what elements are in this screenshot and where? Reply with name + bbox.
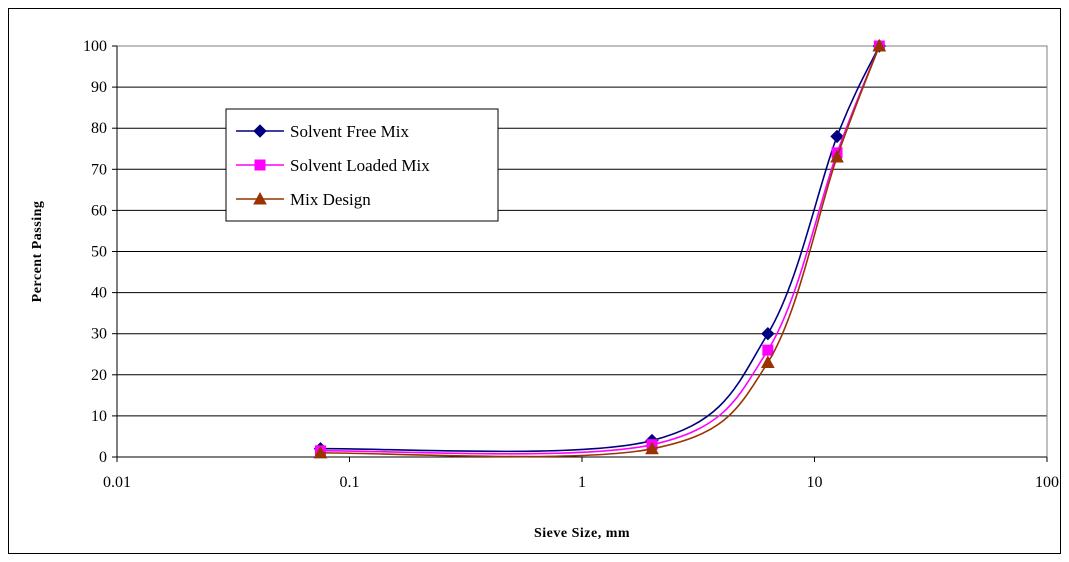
line-chart: 0 10 20 30 40 50 60 70 80 90 100 0.01 0.1 1 10 100 Sie…: [30, 38, 1059, 541]
x-tick-label: 100: [1035, 474, 1059, 491]
y-tick-label: 10: [91, 408, 107, 425]
legend-marker-square: [254, 159, 266, 171]
data-point-triangle: [645, 441, 659, 455]
legend-label: Solvent Free Mix: [290, 122, 409, 141]
y-tick-label: 100: [83, 38, 107, 55]
legend-item: Solvent Loaded Mix: [236, 156, 430, 175]
axes: [112, 45, 1048, 462]
y-tick-label: 40: [91, 285, 107, 302]
legend-marker-diamond: [253, 124, 267, 138]
series-layer: [313, 38, 887, 459]
x-axis-title: Sieve Size, mm: [534, 526, 630, 541]
data-point-triangle: [761, 355, 775, 368]
series-3: [313, 38, 887, 459]
y-tick-label: 70: [91, 161, 107, 178]
y-tick-label: 60: [91, 202, 107, 219]
y-tick-labels: 0 10 20 30 40 50 60 70 80 90 100: [83, 38, 107, 466]
y-tick-label: 0: [99, 449, 107, 466]
legend-label: Mix Design: [290, 190, 371, 209]
data-point-square: [762, 344, 774, 356]
x-tick-label: 0.1: [340, 474, 360, 491]
legend-item: Solvent Free Mix: [236, 122, 409, 141]
y-tick-label: 80: [91, 120, 107, 137]
chart-frame: 0 10 20 30 40 50 60 70 80 90 100 0.01 0.1 1 10 100 Sie…: [8, 8, 1061, 554]
series-line: [320, 45, 881, 453]
legend-label: Solvent Loaded Mix: [290, 156, 430, 175]
data-point-triangle: [872, 38, 887, 52]
series-1: [313, 39, 887, 456]
x-tick-labels: 0.01 0.1 1 10 100: [103, 474, 1059, 491]
y-tick-label: 90: [91, 79, 107, 96]
data-point-triangle: [313, 445, 328, 459]
legend-marker-triangle: [253, 191, 267, 205]
data-point-diamond: [830, 129, 844, 144]
series-line: [320, 45, 881, 458]
legend: Solvent Free Mix Solvent Loaded Mix Mix De…: [225, 108, 499, 222]
y-tick-label: 20: [91, 367, 107, 384]
series-line: [320, 45, 881, 455]
y-axis-title: Percent Passing: [30, 201, 45, 303]
x-tick-label: 10: [807, 474, 823, 491]
legend-item: Mix Design: [236, 190, 371, 209]
x-tick-label: 0.01: [103, 474, 131, 491]
y-tick-label: 50: [91, 244, 107, 261]
x-tick-label: 1: [578, 474, 586, 491]
data-point-diamond: [761, 326, 775, 341]
y-tick-label: 30: [91, 326, 107, 343]
data-point-triangle: [830, 149, 844, 163]
series-2: [314, 40, 885, 457]
gridlines: [117, 45, 1047, 417]
